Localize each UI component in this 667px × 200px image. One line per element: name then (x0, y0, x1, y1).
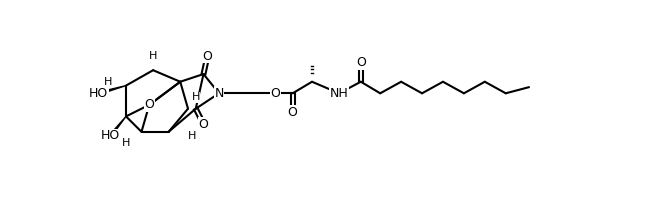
Polygon shape (109, 116, 126, 136)
Text: HO: HO (89, 87, 109, 100)
Text: HO: HO (101, 129, 120, 142)
Text: O: O (144, 98, 154, 111)
Text: O: O (356, 56, 366, 69)
Text: H: H (187, 131, 196, 141)
Text: NH: NH (329, 87, 348, 100)
Text: H: H (191, 92, 200, 102)
Text: H: H (149, 51, 157, 61)
Text: O: O (287, 106, 297, 119)
Text: H: H (104, 77, 112, 87)
Text: O: O (271, 87, 281, 100)
Text: O: O (203, 50, 212, 63)
Text: O: O (199, 118, 208, 131)
Text: N: N (214, 87, 223, 100)
Polygon shape (99, 86, 126, 94)
Text: H: H (122, 138, 130, 148)
